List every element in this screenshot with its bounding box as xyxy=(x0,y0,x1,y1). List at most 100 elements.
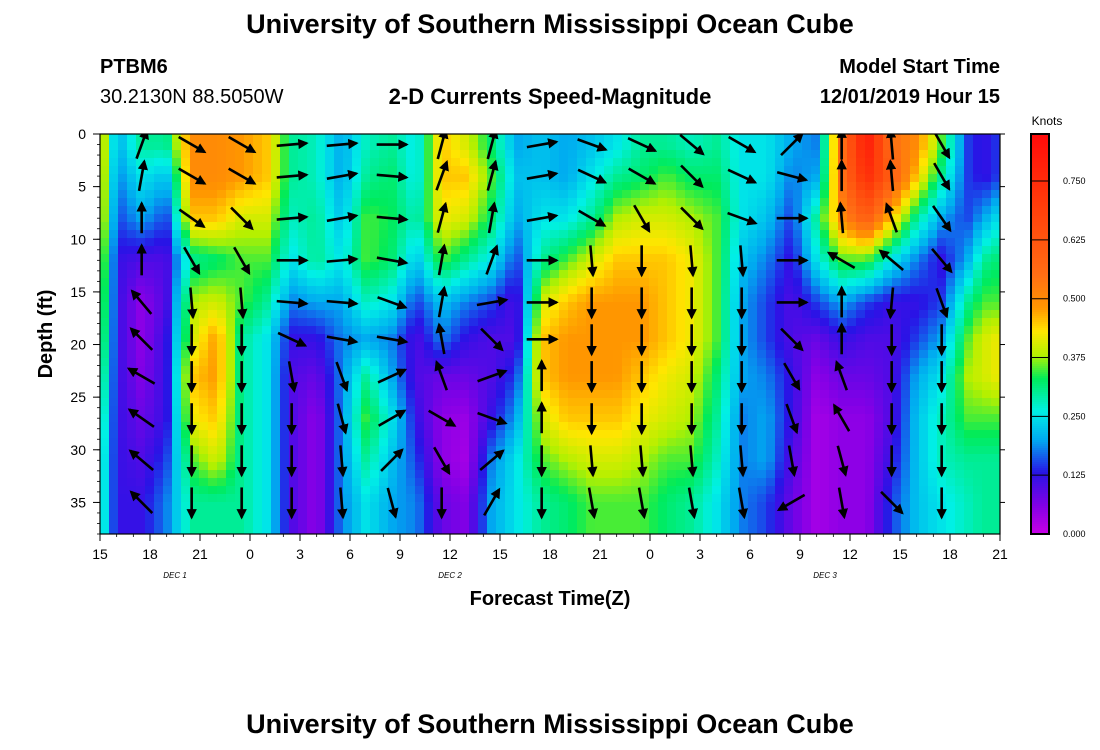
heatmap-cell xyxy=(352,510,362,519)
heatmap-cell xyxy=(838,422,848,431)
heatmap-cell xyxy=(964,406,974,415)
heatmap-cell xyxy=(532,406,542,415)
heatmap-cell xyxy=(658,230,668,239)
heatmap-cell xyxy=(613,438,623,447)
heatmap-cell xyxy=(568,254,578,263)
heatmap-cell xyxy=(280,366,290,375)
heatmap-cell xyxy=(658,150,668,159)
heatmap-cell xyxy=(163,302,173,311)
heatmap-cell xyxy=(190,134,200,143)
heatmap-cell xyxy=(226,422,236,431)
heatmap-cell xyxy=(424,222,434,231)
heatmap-cell xyxy=(334,206,344,215)
heatmap-cell xyxy=(379,278,389,287)
heatmap-cell xyxy=(316,486,326,495)
heatmap-cell xyxy=(505,318,515,327)
heatmap-cell xyxy=(991,190,1000,199)
heatmap-cell xyxy=(595,382,605,391)
heatmap-cell xyxy=(136,526,146,534)
heatmap-cell xyxy=(568,286,578,295)
heatmap-cell xyxy=(217,222,227,231)
heatmap-cell xyxy=(388,518,398,527)
heatmap-cell xyxy=(712,486,722,495)
heatmap-cell xyxy=(334,262,344,271)
heatmap-cell xyxy=(379,358,389,367)
heatmap-cell xyxy=(757,150,767,159)
heatmap-cell xyxy=(937,278,947,287)
heatmap-cell xyxy=(757,222,767,231)
heatmap-cell xyxy=(613,270,623,279)
heatmap-cell xyxy=(649,406,659,415)
heatmap-cell xyxy=(469,462,479,471)
heatmap-cell xyxy=(325,502,335,511)
heatmap-cell xyxy=(460,486,470,495)
heatmap-cell xyxy=(181,478,191,487)
heatmap-cell xyxy=(865,462,875,471)
heatmap-cell xyxy=(838,382,848,391)
heatmap-cell xyxy=(325,190,335,199)
heatmap-cell xyxy=(424,422,434,431)
heatmap-cell xyxy=(901,238,911,247)
heatmap-cell xyxy=(262,478,272,487)
heatmap-cell xyxy=(217,462,227,471)
heatmap-cell xyxy=(163,278,173,287)
heatmap-cell xyxy=(694,278,704,287)
heatmap-cell xyxy=(541,462,551,471)
heatmap-cell xyxy=(829,230,839,239)
heatmap-cell xyxy=(910,278,920,287)
heatmap-cell xyxy=(595,158,605,167)
heatmap-cell xyxy=(568,214,578,223)
heatmap-cell xyxy=(676,462,686,471)
heatmap-cell xyxy=(739,206,749,215)
heatmap-cell xyxy=(109,342,119,351)
heatmap-cell xyxy=(118,182,128,191)
heatmap-cell xyxy=(496,430,506,439)
heatmap-cell xyxy=(208,174,218,183)
heatmap-cell xyxy=(487,310,497,319)
heatmap-cell xyxy=(829,414,839,423)
heatmap-cell xyxy=(865,270,875,279)
heatmap-cell xyxy=(757,238,767,247)
heatmap-cell xyxy=(667,430,677,439)
heatmap-cell xyxy=(532,382,542,391)
heatmap-cell xyxy=(820,246,830,255)
heatmap-cell xyxy=(955,462,965,471)
heatmap-cell xyxy=(577,294,587,303)
heatmap-cell xyxy=(505,198,515,207)
heatmap-cell xyxy=(226,526,236,534)
heatmap-cell xyxy=(307,438,317,447)
heatmap-cell xyxy=(892,470,902,479)
heatmap-cell xyxy=(208,302,218,311)
heatmap-cell xyxy=(766,238,776,247)
heatmap-cell xyxy=(190,230,200,239)
heatmap-cell xyxy=(415,278,425,287)
heatmap-cell xyxy=(928,526,938,534)
heatmap-cell xyxy=(298,494,308,503)
heatmap-cell xyxy=(523,158,533,167)
heatmap-cell xyxy=(865,222,875,231)
heatmap-cell xyxy=(127,270,137,279)
heatmap-cell xyxy=(397,190,407,199)
heatmap-cell xyxy=(424,198,434,207)
heatmap-cell xyxy=(784,334,794,343)
heatmap-cell xyxy=(622,238,632,247)
heatmap-cell xyxy=(829,286,839,295)
heatmap-cell xyxy=(208,390,218,399)
heatmap-cell xyxy=(145,326,155,335)
heatmap-cell xyxy=(334,430,344,439)
heatmap-cell xyxy=(901,366,911,375)
heatmap-cell xyxy=(316,326,326,335)
heatmap-cell xyxy=(370,438,380,447)
heatmap-cell xyxy=(676,398,686,407)
heatmap-cell xyxy=(181,158,191,167)
heatmap-cell xyxy=(856,430,866,439)
heatmap-cell xyxy=(613,494,623,503)
heatmap-cell xyxy=(262,326,272,335)
heatmap-cell xyxy=(910,462,920,471)
heatmap-cell xyxy=(793,166,803,175)
heatmap-cell xyxy=(946,398,956,407)
heatmap-cell xyxy=(208,286,218,295)
heatmap-cell xyxy=(280,526,290,534)
heatmap-cell xyxy=(703,318,713,327)
heatmap-cell xyxy=(901,198,911,207)
